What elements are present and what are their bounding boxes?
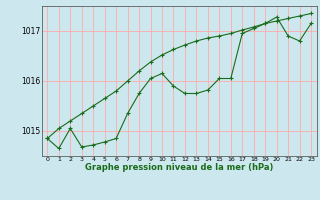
X-axis label: Graphe pression niveau de la mer (hPa): Graphe pression niveau de la mer (hPa)	[85, 163, 273, 172]
